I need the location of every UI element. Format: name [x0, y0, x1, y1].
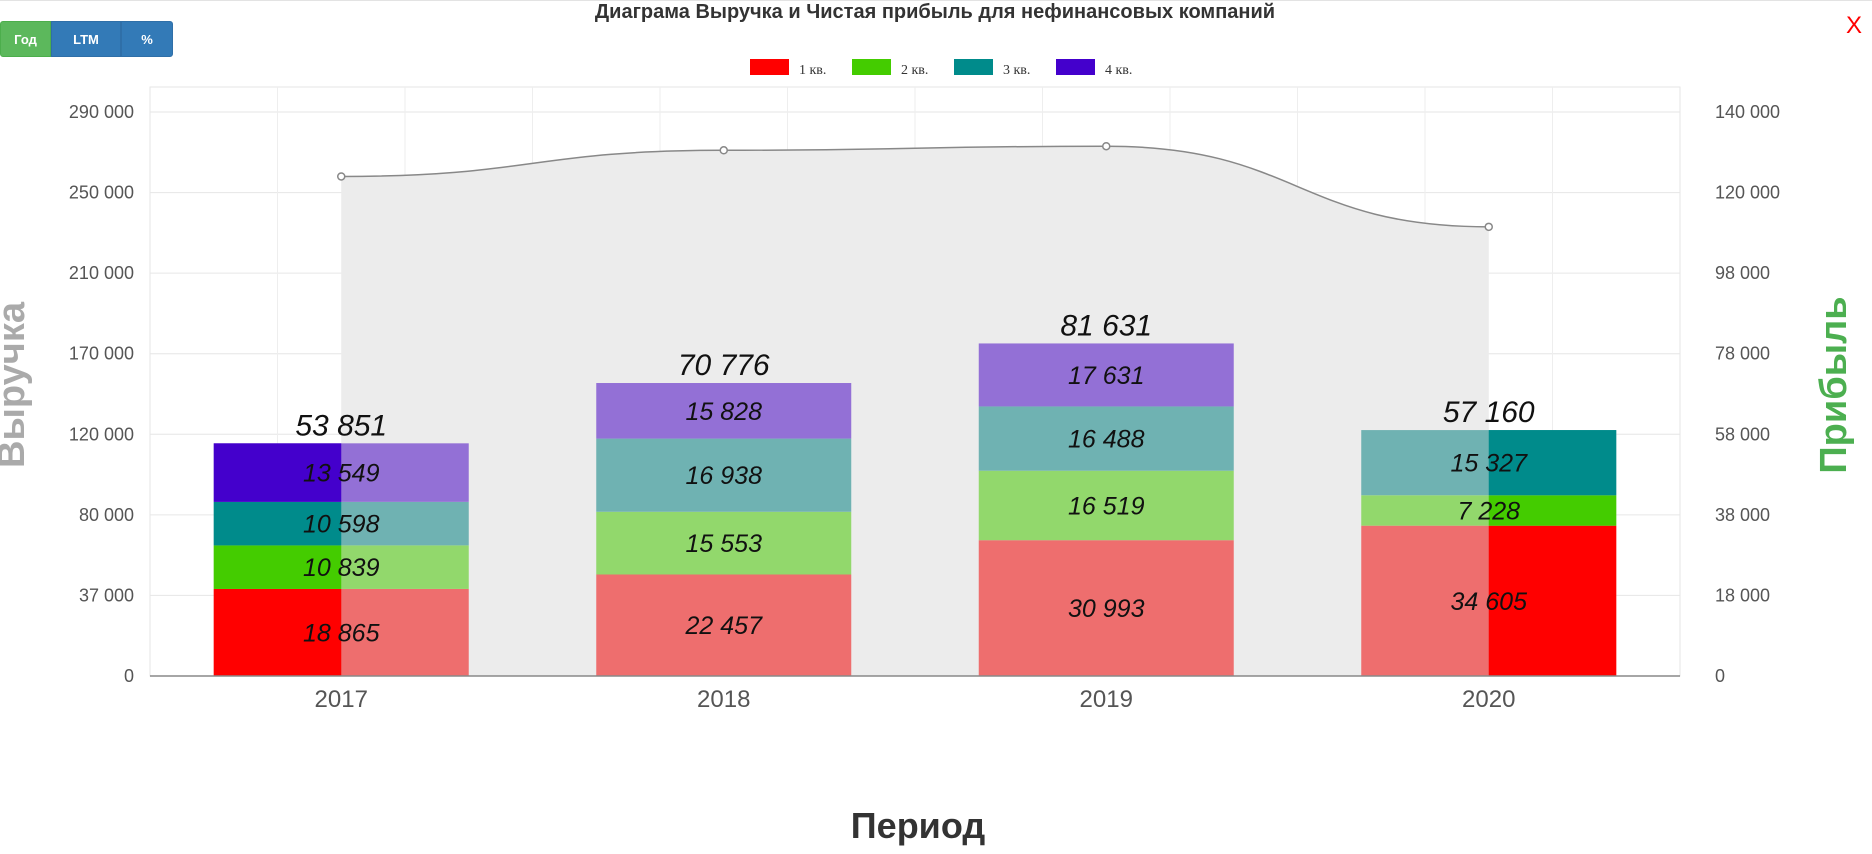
profit-point	[1102, 141, 1111, 151]
right-tick-label: 0	[1715, 666, 1725, 686]
total-label: 57 160	[1443, 396, 1535, 429]
left-tick-label: 0	[124, 666, 134, 686]
year-button[interactable]: Год	[0, 21, 51, 57]
legend-label-1: 1 кв.	[799, 63, 826, 78]
right-tick-label: 38 000	[1715, 505, 1770, 525]
legend-swatch-3	[954, 59, 993, 75]
segment-label: 7 228	[1457, 497, 1520, 525]
bar-segment	[978, 343, 1234, 407]
left-tick-label: 170 000	[69, 344, 134, 364]
segment-label: 34 605	[1451, 588, 1528, 616]
segment-label: 17 631	[1068, 362, 1144, 390]
legend-swatch-4	[1056, 59, 1095, 75]
segment-label: 15 828	[686, 398, 763, 426]
bar-segment	[596, 383, 852, 439]
profit-area-fill	[341, 146, 1489, 676]
left-tick-label: 120 000	[69, 424, 134, 444]
segment-label: 10 598	[303, 511, 380, 539]
segment-label: 18 865	[303, 619, 380, 647]
top-divider	[0, 0, 1872, 1]
segment-label: 15 327	[1451, 450, 1529, 478]
right-tick-label: 18 000	[1715, 585, 1770, 605]
right-tick-label: 120 000	[1715, 183, 1780, 203]
bar-segment	[978, 406, 1234, 471]
left-tick-label: 80 000	[79, 505, 134, 525]
left-tick-label: 250 000	[69, 183, 134, 203]
segment-label: 15 553	[686, 530, 763, 558]
bar-segment-highlight	[213, 443, 342, 502]
x-tick-label: 2020	[1462, 686, 1515, 713]
profit-point	[719, 146, 728, 155]
total-label: 81 631	[1060, 309, 1152, 342]
y2-axis-label: Прибыль	[1813, 296, 1855, 473]
profit-point	[1484, 222, 1493, 232]
bar-segment-highlight	[213, 588, 342, 676]
segment-label: 22 457	[685, 612, 764, 640]
segment-label: 16 938	[686, 462, 763, 490]
bars: 18 865 10 839 10 598 13 549 53 851 22 457 15 5…	[213, 309, 1617, 676]
right-tick-label: 58 000	[1715, 424, 1770, 444]
bar-segment	[978, 470, 1234, 541]
profit-line	[341, 145, 1489, 228]
right-tick-label: 140 000	[1715, 102, 1780, 122]
total-label: 70 776	[678, 349, 770, 382]
profit-point	[337, 172, 346, 181]
legend: 1 кв. 2 кв. 3 кв. 4 кв.	[750, 59, 1132, 78]
ltm-button[interactable]: LTM	[51, 21, 121, 57]
legend-label-4: 4 кв.	[1105, 63, 1132, 78]
right-tick-label: 98 000	[1715, 263, 1770, 283]
bar-segment-highlight	[1488, 525, 1617, 676]
x-axis-label: Период	[851, 805, 986, 846]
legend-swatch-2	[852, 59, 891, 75]
y-axis-label: Выручка	[0, 301, 33, 468]
left-tick-label: 290 000	[69, 102, 134, 122]
bar-segment-highlight	[1488, 430, 1617, 496]
x-tick-label: 2017	[315, 686, 368, 713]
profit-area	[337, 141, 1493, 676]
axes: 0 37 000 80 000 120 000 170 000 210 000 250 00…	[69, 102, 1780, 713]
bar-segment	[596, 574, 852, 676]
x-tick-label: 2018	[697, 686, 750, 713]
bar-segment	[978, 540, 1234, 676]
segment-label: 10 839	[303, 554, 380, 582]
bar-segment-highlight	[213, 545, 342, 589]
segment-label: 13 549	[303, 460, 380, 488]
left-tick-label: 37 000	[79, 585, 134, 605]
legend-label-3: 3 кв.	[1003, 63, 1030, 78]
period-toggle-group: Год LTM %	[0, 21, 173, 57]
legend-label-2: 2 кв.	[901, 63, 928, 78]
legend-swatch-1	[750, 59, 789, 75]
bar-segment-highlight	[213, 501, 342, 546]
x-tick-label: 2019	[1080, 686, 1133, 713]
segment-label: 16 519	[1068, 492, 1145, 520]
right-tick-label: 78 000	[1715, 344, 1770, 364]
close-icon[interactable]: X	[1845, 12, 1862, 39]
percent-button[interactable]: %	[121, 21, 173, 57]
segment-label: 16 488	[1068, 426, 1145, 454]
left-tick-label: 210 000	[69, 263, 134, 283]
bar-segment-highlight	[1488, 495, 1617, 526]
total-label: 53 851	[295, 409, 387, 442]
bar-segment	[596, 511, 852, 575]
chart-title: Диаграма Выручка и Чистая прибыль для не…	[595, 1, 1275, 23]
bar-segment	[596, 438, 852, 512]
segment-label: 30 993	[1068, 595, 1145, 623]
